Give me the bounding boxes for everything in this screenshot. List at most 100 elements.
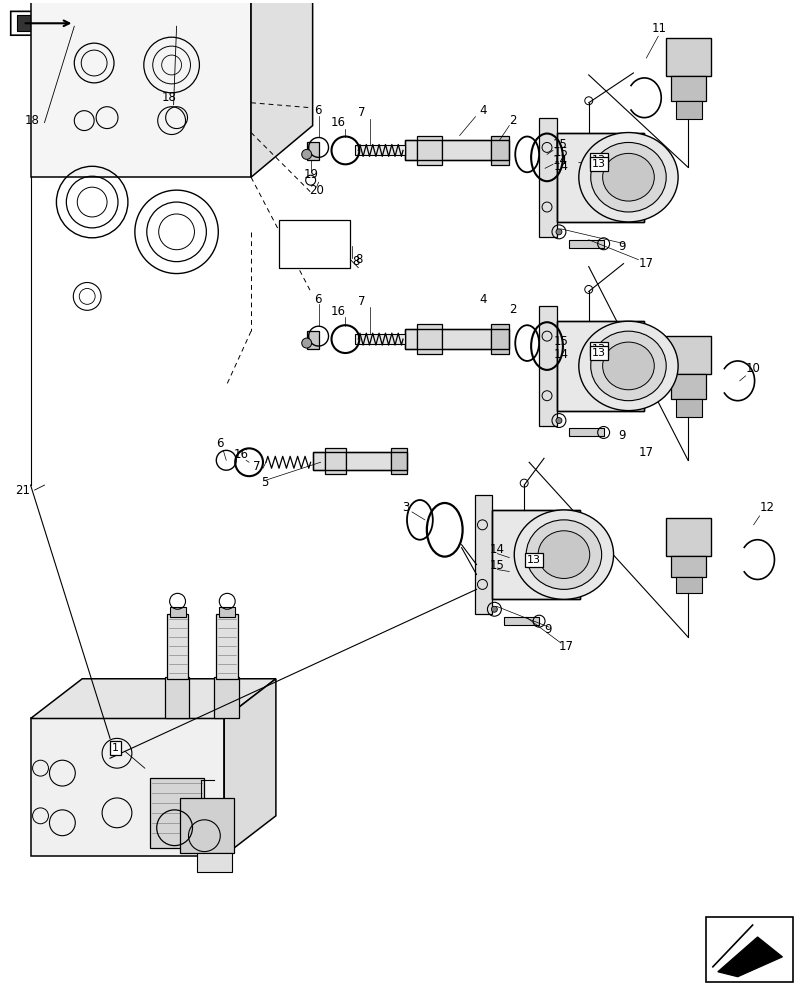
Text: 16: 16	[330, 305, 345, 318]
Bar	[441, 140, 491, 160]
Text: 16: 16	[330, 116, 345, 129]
Text: 6: 6	[216, 437, 224, 450]
Text: 12: 12	[758, 501, 774, 514]
Text: 7: 7	[358, 295, 366, 308]
Bar	[491, 136, 508, 165]
Bar	[169, 607, 185, 617]
Bar	[312, 452, 324, 470]
Bar	[665, 38, 710, 76]
Ellipse shape	[538, 531, 589, 578]
Ellipse shape	[513, 510, 613, 599]
Text: 9: 9	[618, 240, 625, 253]
Bar	[307, 142, 318, 160]
Bar	[569, 240, 603, 248]
Bar	[665, 518, 710, 556]
Polygon shape	[474, 495, 491, 614]
Text: 4: 4	[479, 104, 487, 117]
Text: 7: 7	[253, 460, 260, 473]
Bar	[504, 617, 539, 625]
Text: 8: 8	[355, 253, 363, 266]
Bar	[165, 677, 189, 718]
Bar	[579, 525, 599, 584]
Bar	[391, 448, 406, 474]
Circle shape	[556, 418, 561, 424]
Bar	[307, 331, 318, 349]
Bar	[216, 614, 238, 679]
Text: 20: 20	[308, 184, 323, 197]
Circle shape	[491, 606, 497, 612]
Text: 5: 5	[260, 476, 268, 489]
Bar	[491, 510, 579, 599]
Ellipse shape	[590, 331, 665, 401]
Text: 15: 15	[552, 138, 567, 151]
Bar	[214, 677, 239, 718]
Bar	[671, 76, 705, 101]
Bar	[278, 220, 350, 268]
Text: 7: 7	[358, 106, 366, 119]
Text: 14: 14	[553, 160, 569, 173]
Polygon shape	[224, 679, 276, 856]
Bar	[556, 321, 644, 411]
Bar	[405, 329, 416, 349]
Text: 2: 2	[508, 303, 516, 316]
Polygon shape	[31, 679, 276, 718]
Bar	[556, 133, 644, 222]
Bar	[405, 140, 508, 160]
Bar	[491, 510, 579, 599]
Ellipse shape	[526, 520, 601, 589]
Text: 13: 13	[591, 159, 605, 169]
Polygon shape	[717, 937, 782, 977]
Bar	[556, 133, 644, 222]
Text: 18: 18	[24, 114, 40, 127]
Ellipse shape	[602, 342, 654, 390]
Text: 9: 9	[618, 429, 625, 442]
Text: 17: 17	[558, 640, 573, 653]
Text: 6: 6	[313, 104, 320, 117]
Text: 15: 15	[553, 335, 569, 348]
Bar	[416, 136, 441, 165]
Bar	[17, 15, 38, 31]
Circle shape	[302, 338, 311, 348]
Text: 16: 16	[233, 448, 248, 461]
Text: 6: 6	[313, 293, 320, 306]
Text: 14: 14	[489, 543, 504, 556]
Bar	[705, 917, 792, 982]
Bar	[491, 324, 508, 354]
Bar	[179, 798, 234, 853]
Text: 17: 17	[637, 446, 653, 459]
Bar	[676, 399, 701, 417]
Bar	[556, 321, 644, 411]
Text: 13: 13	[526, 555, 540, 565]
Bar	[149, 778, 204, 848]
Bar	[569, 428, 603, 436]
Bar	[665, 336, 710, 374]
Text: 11: 11	[650, 22, 666, 35]
Ellipse shape	[590, 142, 665, 212]
Text: 10: 10	[744, 362, 760, 375]
Text: 14: 14	[553, 348, 569, 361]
Bar	[671, 556, 705, 577]
Polygon shape	[31, 718, 224, 856]
Polygon shape	[31, 0, 251, 177]
Text: 15: 15	[553, 146, 569, 159]
Bar	[644, 336, 663, 396]
Bar	[355, 334, 405, 344]
Text: 13: 13	[591, 344, 605, 354]
Text: 2: 2	[508, 114, 516, 127]
Text: 4: 4	[479, 293, 487, 306]
Text: 19: 19	[303, 168, 318, 181]
Text: 18: 18	[161, 91, 176, 104]
Bar	[166, 614, 188, 679]
Text: 17: 17	[637, 257, 653, 270]
Text: 3: 3	[401, 501, 409, 514]
Bar	[405, 140, 416, 160]
Bar	[324, 448, 346, 474]
Text: 13: 13	[591, 348, 605, 358]
Polygon shape	[11, 11, 94, 35]
Bar	[219, 607, 235, 617]
Bar	[312, 452, 406, 470]
Bar	[405, 329, 508, 349]
Bar	[676, 577, 701, 593]
Polygon shape	[539, 306, 556, 426]
Ellipse shape	[578, 321, 677, 411]
